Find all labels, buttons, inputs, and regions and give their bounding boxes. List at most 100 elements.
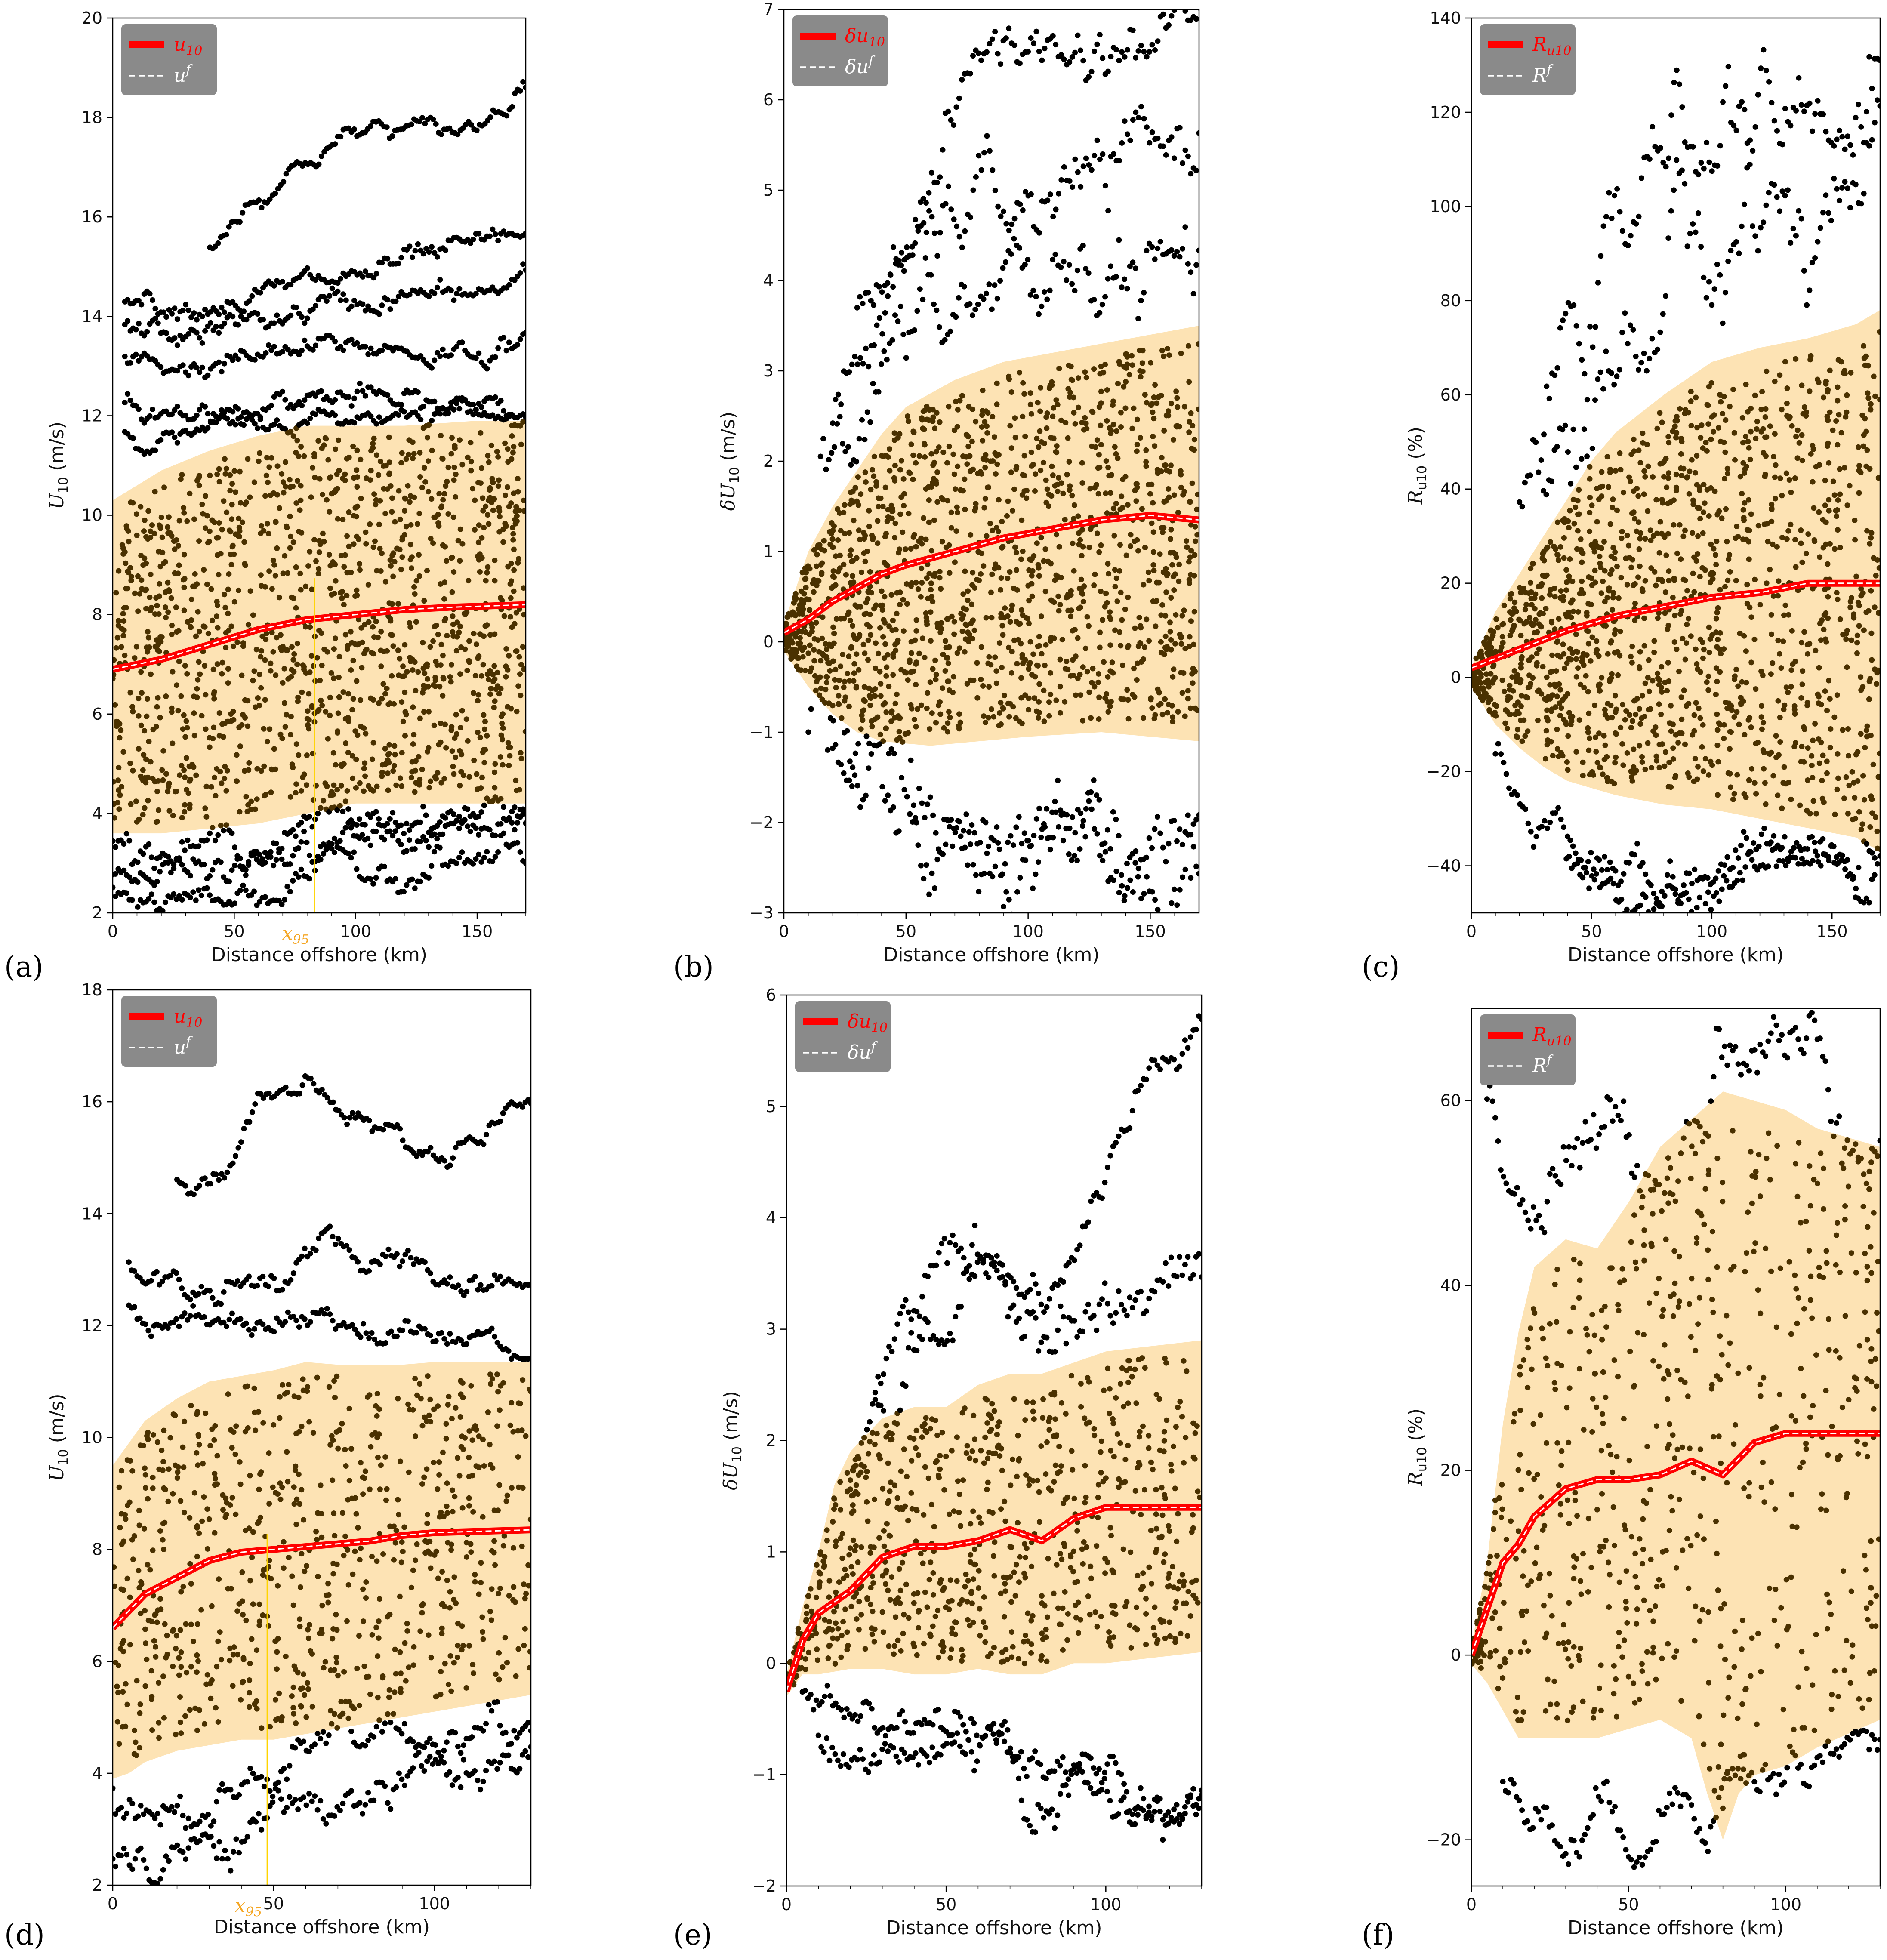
scatter-point (230, 357, 236, 363)
scatter-point (152, 305, 158, 311)
scatter-point (1067, 59, 1073, 65)
scatter-point (962, 649, 968, 655)
model-curve (113, 604, 526, 670)
scatter-point (945, 108, 951, 114)
scatter-point (379, 302, 385, 308)
scatter-point (235, 416, 241, 422)
scatter-point (938, 586, 944, 592)
scatter-point (1054, 443, 1060, 449)
scatter-point (964, 681, 970, 687)
scatter-point (919, 800, 925, 806)
scatter-point (226, 878, 232, 884)
scatter-point (423, 812, 429, 818)
scatter-point (879, 453, 885, 459)
scatter-point (174, 440, 180, 446)
scatter-point (1053, 697, 1059, 703)
scatter-point (1029, 672, 1035, 678)
scatter-point (322, 780, 328, 786)
scatter-point (1107, 490, 1113, 496)
y-tick-label: 1 (763, 542, 774, 561)
scatter-point (945, 616, 951, 622)
scatter-point (522, 729, 526, 735)
scatter-point (1067, 390, 1073, 396)
scatter-point (448, 287, 454, 293)
scatter-point (1190, 821, 1196, 827)
scatter-point (1191, 609, 1197, 615)
scatter-point (1010, 508, 1015, 514)
scatter-point (230, 643, 236, 649)
scatter-point (1115, 456, 1121, 461)
scatter-point (259, 205, 265, 210)
scatter-point (837, 565, 843, 571)
scatter-point (166, 780, 172, 786)
scatter-point (1038, 468, 1044, 474)
scatter-point (1075, 375, 1081, 381)
scatter-point (417, 838, 423, 844)
scatter-point (861, 684, 867, 690)
scatter-point (918, 535, 924, 541)
scatter-point (829, 530, 834, 536)
scatter-point (133, 351, 139, 357)
scatter-point (360, 301, 366, 307)
scatter-point (349, 707, 355, 713)
scatter-point (230, 409, 236, 415)
scatter-point (1005, 700, 1011, 706)
scatter-point (147, 595, 153, 600)
scatter-point (1022, 433, 1028, 439)
scatter-point (345, 806, 352, 812)
scatter-point (167, 530, 173, 536)
x-tick-label: 0 (779, 922, 789, 941)
scatter-point (862, 469, 868, 475)
scatter-point (1138, 298, 1144, 304)
scatter-point (881, 655, 887, 661)
scatter-point (390, 810, 396, 816)
scatter-point (141, 752, 147, 758)
scatter-point (1020, 660, 1026, 666)
scatter-point (865, 657, 871, 663)
scatter-point (402, 508, 407, 514)
scatter-point (1116, 833, 1122, 839)
scatter-point (160, 748, 166, 754)
scatter-point (483, 503, 489, 509)
scatter-point (240, 882, 246, 888)
scatter-point (859, 712, 865, 718)
scatter-point (150, 297, 155, 303)
scatter-point (319, 445, 325, 451)
scatter-point (840, 652, 846, 657)
scatter-point (145, 649, 151, 655)
scatter-point (943, 544, 949, 550)
scatter-point (833, 616, 839, 622)
scatter-point (132, 655, 138, 661)
scatter-point (857, 604, 863, 610)
scatter-point (926, 571, 932, 577)
scatter-point (342, 552, 348, 558)
scatter-point (811, 577, 817, 583)
scatter-point (202, 663, 208, 669)
scatter-point (1168, 462, 1174, 468)
scatter-point (1119, 140, 1125, 146)
scatter-point (280, 388, 285, 394)
scatter-point (1051, 635, 1057, 641)
scatter-point (1121, 696, 1127, 703)
scatter-point (886, 623, 892, 629)
scatter-point (854, 636, 860, 642)
scatter-point (1119, 883, 1125, 889)
scatter-point (945, 183, 951, 189)
scatter-point (1030, 568, 1036, 574)
scatter-point (1097, 156, 1103, 162)
scatter-point (318, 857, 324, 863)
scatter-point (998, 611, 1004, 617)
scatter-point (790, 652, 796, 658)
scatter-point (426, 844, 432, 850)
scatter-point (425, 684, 431, 690)
scatter-point (1019, 517, 1025, 523)
scatter-point (440, 653, 446, 659)
scatter-point (1135, 874, 1141, 880)
scatter-point (1113, 428, 1119, 434)
scatter-point (849, 361, 855, 367)
scatter-point (160, 309, 166, 315)
scatter-point (807, 566, 813, 572)
scatter-point (492, 354, 498, 360)
scatter-point (121, 867, 127, 873)
scatter-point (1147, 491, 1153, 497)
